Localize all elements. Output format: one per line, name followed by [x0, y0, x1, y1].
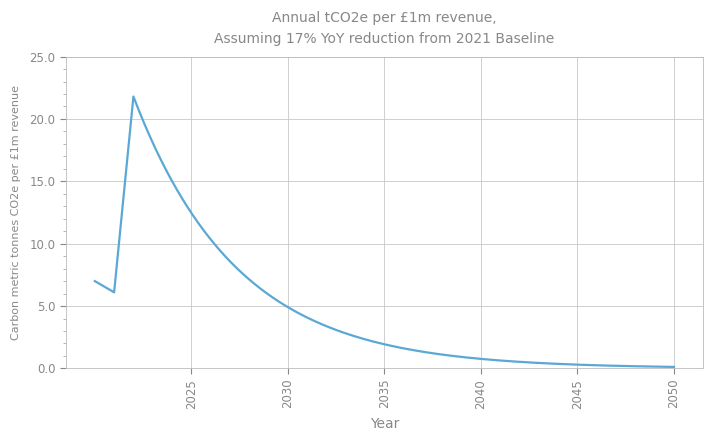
- X-axis label: Year: Year: [370, 417, 399, 431]
- Y-axis label: Carbon metric tonnes CO2e per £1m revenue: Carbon metric tonnes CO2e per £1m revenu…: [11, 85, 21, 340]
- Title: Annual tCO2e per £1m revenue,
Assuming 17% YoY reduction from 2021 Baseline: Annual tCO2e per £1m revenue, Assuming 1…: [214, 11, 555, 46]
